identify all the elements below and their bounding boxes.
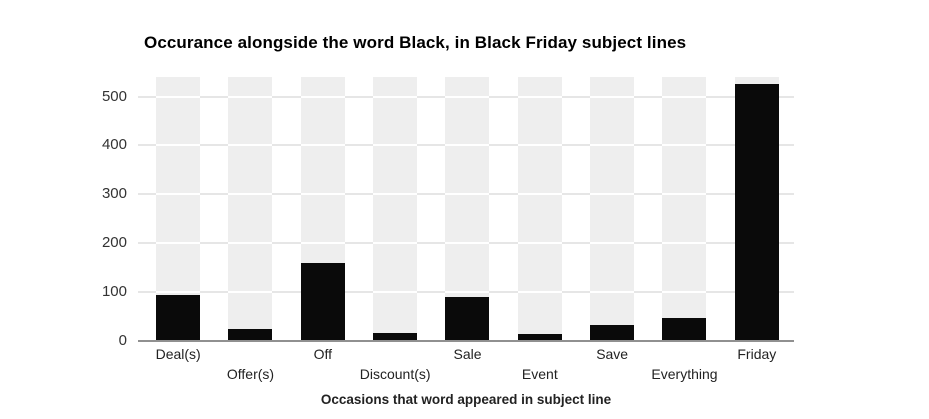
bar-discount-s <box>373 333 418 341</box>
x-axis-line <box>138 340 794 342</box>
gridline-on-bar-500 <box>590 95 635 98</box>
bar-group-event <box>504 77 576 341</box>
gridline-on-bar-200 <box>156 242 201 245</box>
gridline-on-bar-400 <box>373 144 418 147</box>
y-tick-label-100: 100 <box>101 283 127 301</box>
gridline-on-bar-500 <box>445 95 490 98</box>
bar-everything <box>662 317 707 341</box>
background-bar-discount-s <box>373 77 418 341</box>
gridline-on-bar-100 <box>517 291 562 294</box>
gridline-on-bar-300 <box>228 193 273 196</box>
gridline-on-bar-400 <box>228 144 273 147</box>
x-tick-label-deal-s: Deal(s) <box>155 346 201 362</box>
y-tick-label-400: 400 <box>101 136 127 154</box>
bar-off <box>300 262 345 341</box>
gridline-on-bar-100 <box>156 291 201 294</box>
background-bar-event <box>517 77 562 341</box>
bar-deal-s <box>156 294 201 341</box>
gridline-on-bar-300 <box>373 193 418 196</box>
gridline-on-bar-200 <box>300 242 345 245</box>
gridline-on-bar-300 <box>445 193 490 196</box>
gridline-on-bar-500 <box>156 95 201 98</box>
gridline-on-bar-400 <box>517 144 562 147</box>
bar-group-deal-s <box>142 77 214 341</box>
gridline-on-bar-100 <box>228 291 273 294</box>
gridline-on-bar-500 <box>517 95 562 98</box>
y-tick-label-0: 0 <box>118 332 127 349</box>
bar-event <box>517 333 562 341</box>
x-tick-label-offer-s: Offer(s) <box>226 366 275 382</box>
bars-layer <box>142 77 793 341</box>
bar-group-off <box>287 77 359 341</box>
background-bar-save <box>590 77 635 341</box>
bar-sale <box>445 297 490 341</box>
gridline-on-bar-500 <box>228 95 273 98</box>
gridline-on-bar-300 <box>517 193 562 196</box>
gridline-on-bar-100 <box>590 291 635 294</box>
gridline-on-bar-100 <box>373 291 418 294</box>
x-tick-label-friday: Friday <box>737 346 777 362</box>
bar-group-sale <box>431 77 503 341</box>
gridline-on-bar-100 <box>445 291 490 294</box>
x-axis-title: Occasions that word appeared in subject … <box>320 392 612 407</box>
x-tick-label-event: Event <box>521 366 558 382</box>
x-tick-label-discount-s: Discount(s) <box>359 366 431 382</box>
bar-group-friday <box>721 77 793 341</box>
bar-group-save <box>576 77 648 341</box>
bar-save <box>590 324 635 341</box>
x-tick-label-save: Save <box>596 346 629 362</box>
gridline-on-bar-200 <box>445 242 490 245</box>
y-tick-label-200: 200 <box>101 234 127 252</box>
chart-title: Occurance alongside the word Black, in B… <box>144 33 687 52</box>
bar-group-offer-s <box>214 77 286 341</box>
gridline-on-bar-400 <box>300 144 345 147</box>
gridline-on-bar-200 <box>228 242 273 245</box>
gridline-on-bar-400 <box>156 144 201 147</box>
x-tick-label-everything: Everything <box>651 366 718 382</box>
gridline-on-bar-100 <box>662 291 707 294</box>
bar-group-everything <box>648 77 720 341</box>
gridline-on-bar-500 <box>300 95 345 98</box>
gridline-on-bar-200 <box>590 242 635 245</box>
x-tick-label-sale: Sale <box>453 346 482 362</box>
bar-friday <box>734 84 779 341</box>
gridline-on-bar-400 <box>662 144 707 147</box>
gridline-on-bar-300 <box>156 193 201 196</box>
gridline-on-bar-300 <box>662 193 707 196</box>
gridline-on-bar-400 <box>590 144 635 147</box>
gridline-on-bar-300 <box>300 193 345 196</box>
x-tick-label-off: Off <box>313 346 333 362</box>
background-bar-offer-s <box>228 77 273 341</box>
plot-area <box>138 77 794 341</box>
y-tick-label-300: 300 <box>101 185 127 203</box>
gridline-on-bar-400 <box>445 144 490 147</box>
gridline-on-bar-300 <box>590 193 635 196</box>
gridline-on-bar-200 <box>517 242 562 245</box>
bar-group-discount-s <box>359 77 431 341</box>
gridline-on-bar-500 <box>373 95 418 98</box>
background-bar-everything <box>662 77 707 341</box>
gridline-on-bar-200 <box>373 242 418 245</box>
y-tick-label-500: 500 <box>101 87 127 105</box>
gridline-on-bar-200 <box>662 242 707 245</box>
bar-offer-s <box>228 328 273 341</box>
gridline-on-bar-500 <box>662 95 707 98</box>
